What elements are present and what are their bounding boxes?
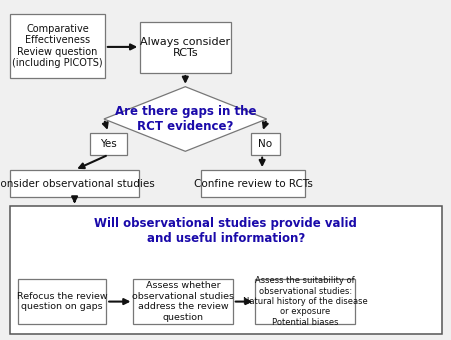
FancyBboxPatch shape <box>250 133 280 155</box>
Polygon shape <box>104 87 266 151</box>
Text: Assess the suitability of
observational studies:
Natural history of the disease
: Assess the suitability of observational … <box>242 276 367 327</box>
Text: Confine review to RCTs: Confine review to RCTs <box>193 178 312 189</box>
FancyBboxPatch shape <box>201 170 304 197</box>
Text: Will observational studies provide valid
and useful information?: Will observational studies provide valid… <box>94 217 356 245</box>
FancyBboxPatch shape <box>10 170 138 197</box>
Text: Consider observational studies: Consider observational studies <box>0 178 155 189</box>
FancyBboxPatch shape <box>10 206 441 334</box>
Text: No: No <box>258 139 272 149</box>
FancyBboxPatch shape <box>255 279 354 324</box>
Text: Are there gaps in the
RCT evidence?: Are there gaps in the RCT evidence? <box>114 105 256 133</box>
FancyBboxPatch shape <box>90 133 126 155</box>
FancyBboxPatch shape <box>133 279 232 324</box>
FancyBboxPatch shape <box>10 14 105 78</box>
FancyBboxPatch shape <box>18 279 106 324</box>
Text: Comparative
Effectiveness
Review question
(including PICOTS): Comparative Effectiveness Review questio… <box>12 23 102 68</box>
Text: Assess whether
observational studies
address the review
question: Assess whether observational studies add… <box>132 282 234 322</box>
Text: Refocus the review
question on gaps: Refocus the review question on gaps <box>17 292 107 311</box>
Text: Yes: Yes <box>100 139 117 149</box>
Text: Always consider
RCTs: Always consider RCTs <box>140 37 230 58</box>
FancyBboxPatch shape <box>140 22 230 73</box>
